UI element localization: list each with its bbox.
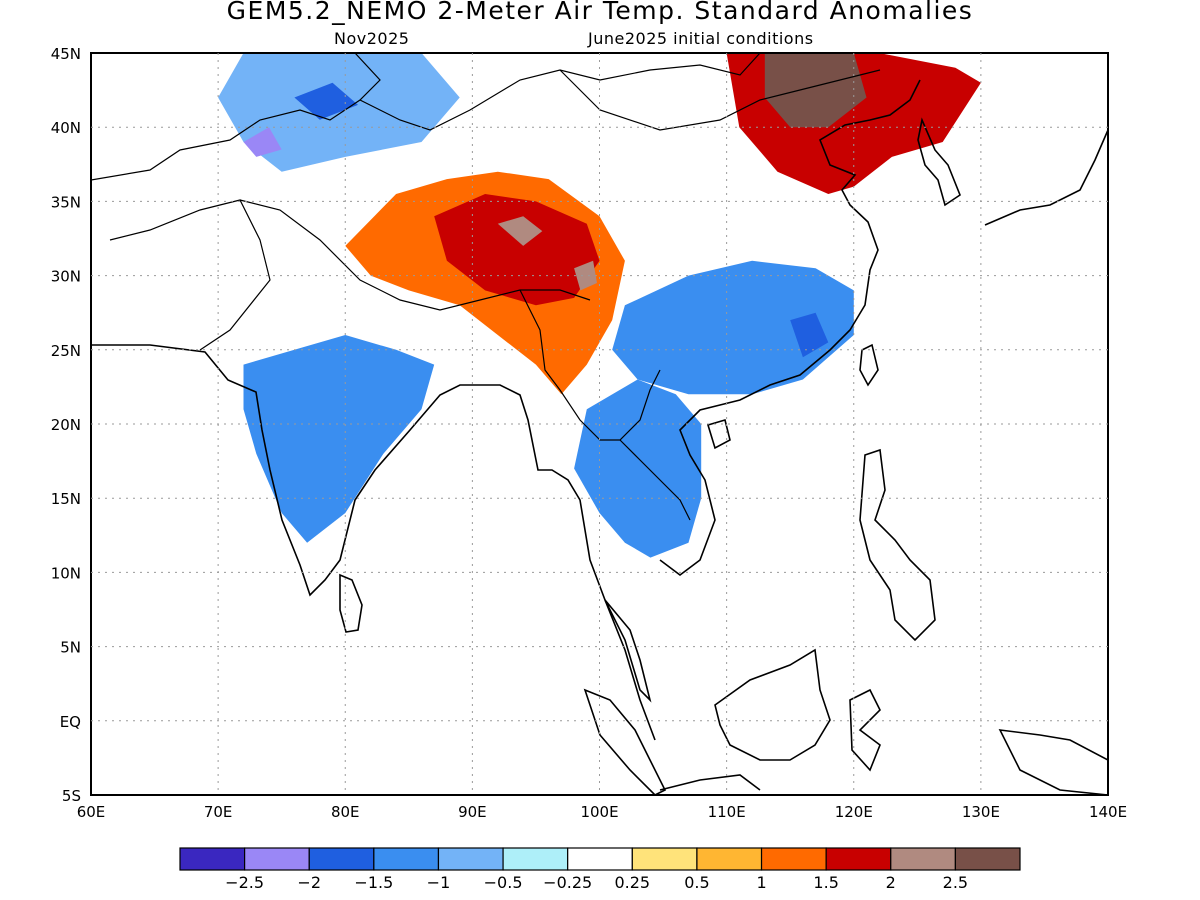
- colorbar-label: −1.5: [354, 873, 393, 892]
- lon-tick-label: 70E: [204, 803, 233, 821]
- lat-tick-label: 5N: [60, 639, 81, 657]
- central-asia-core: [294, 82, 358, 120]
- lon-tick-label: 60E: [77, 803, 106, 821]
- pakistan-border: [109, 199, 271, 351]
- mongolia-border: [559, 69, 881, 131]
- colorbar-label: −1: [427, 873, 451, 892]
- colorbar-swatch: [696, 847, 763, 871]
- colorbar-label: −0.25: [543, 873, 592, 892]
- sri-lanka-coastline: [339, 573, 363, 633]
- borneo-coastline: [714, 648, 831, 761]
- colorbar-swatch: [437, 847, 504, 871]
- south-china-cool: [612, 260, 854, 395]
- taiwan-coastline: [859, 343, 879, 387]
- lat-tick-label: 5S: [62, 787, 81, 805]
- sumatra-coastline: [583, 688, 667, 795]
- graticule-lines: [91, 53, 1108, 795]
- colorbar-label: −2.5: [225, 873, 264, 892]
- subtitle-forecast-month: Nov2025: [334, 29, 410, 48]
- latitude-tick-labels: 45N 40N 35N 30N 25N 20N 15N 10N 5N EQ 5S: [51, 45, 81, 805]
- himalaya-border: [239, 199, 591, 311]
- colorbar-swatch: [567, 847, 633, 871]
- lon-tick-label: 110E: [708, 803, 746, 821]
- colorbar-label: 0.25: [614, 873, 650, 892]
- colorbar-label: 1.5: [813, 873, 838, 892]
- korea-coastline: [917, 117, 961, 207]
- colorbar-label: −0.5: [484, 873, 523, 892]
- colorbar-label: −2: [297, 873, 321, 892]
- lat-tick-label: 20N: [51, 416, 81, 434]
- india-cool: [243, 335, 435, 543]
- colorbar-swatch: [373, 847, 440, 871]
- lat-tick-label: 30N: [51, 268, 81, 286]
- indochina-cool: [574, 379, 702, 558]
- lat-tick-label: 45N: [51, 45, 81, 63]
- lat-tick-label: 15N: [51, 490, 81, 508]
- tibet-peak-east: [574, 260, 597, 291]
- tibetan-plateau-core: [434, 194, 600, 306]
- lon-tick-label: 140E: [1089, 803, 1127, 821]
- japan-coastline: [984, 129, 1108, 226]
- lon-tick-label: 90E: [458, 803, 487, 821]
- java-coastline: [659, 774, 761, 791]
- colorbar-swatch: [825, 847, 892, 871]
- anomaly-shading-layer: [218, 53, 981, 558]
- indochina-coastline: [659, 79, 921, 576]
- central-asia-border: [91, 53, 381, 181]
- colorbar-swatch: [244, 847, 310, 871]
- south-china-core: [790, 312, 829, 358]
- philippines-coastline: [859, 448, 936, 642]
- colorbar-label: 2.5: [943, 873, 968, 892]
- colorbar: −2.5 −2 −1.5 −1 −0.5 −0.25 0.25 0.5 1 1.5 2 2.5: [179, 847, 1021, 892]
- northeast-china-peak: [764, 53, 867, 128]
- lat-tick-label: 10N: [51, 564, 81, 582]
- coastline-lines: [91, 79, 1108, 795]
- colorbar-swatch: [631, 847, 698, 871]
- central-asia-peak: [243, 127, 282, 157]
- longitude-tick-labels: 60E 70E 80E 90E 100E 110E 120E 130E 140E: [77, 803, 1127, 821]
- lat-tick-label: 35N: [51, 193, 81, 211]
- colorbar-label: 0.5: [684, 873, 709, 892]
- lon-tick-label: 130E: [962, 803, 1000, 821]
- new-guinea-coastline: [998, 729, 1108, 795]
- myanmar-border: [519, 289, 661, 441]
- map-title: GEM5.2_NEMO 2-Meter Air Temp. Standard A…: [226, 0, 974, 25]
- lon-tick-label: 100E: [580, 803, 618, 821]
- india-coastline: [91, 344, 656, 741]
- colorbar-label: 2: [886, 873, 896, 892]
- subtitle-initial-conditions: June2025 initial conditions: [588, 29, 814, 48]
- lon-tick-label: 80E: [331, 803, 360, 821]
- lat-tick-label: EQ: [60, 713, 81, 731]
- lat-tick-label: 25N: [51, 342, 81, 360]
- laos-vietnam-border: [619, 439, 691, 521]
- colorbar-swatch: [760, 847, 827, 871]
- colorbar-swatch: [179, 847, 246, 871]
- colorbar-label: 1: [756, 873, 766, 892]
- colorbar-swatch: [308, 847, 375, 871]
- sulawesi-coastline: [849, 688, 881, 772]
- hainan-coastline: [706, 418, 731, 450]
- malay-peninsula-coastline: [604, 599, 652, 703]
- tibet-peak-west: [497, 216, 543, 246]
- central-asia-cool: [218, 53, 460, 172]
- lon-tick-label: 120E: [835, 803, 873, 821]
- colorbar-swatch: [890, 847, 956, 871]
- colorbar-swatch: [502, 847, 569, 871]
- colorbar-swatch: [954, 847, 1021, 871]
- country-border-lines: [91, 53, 881, 521]
- lat-tick-label: 40N: [51, 119, 81, 137]
